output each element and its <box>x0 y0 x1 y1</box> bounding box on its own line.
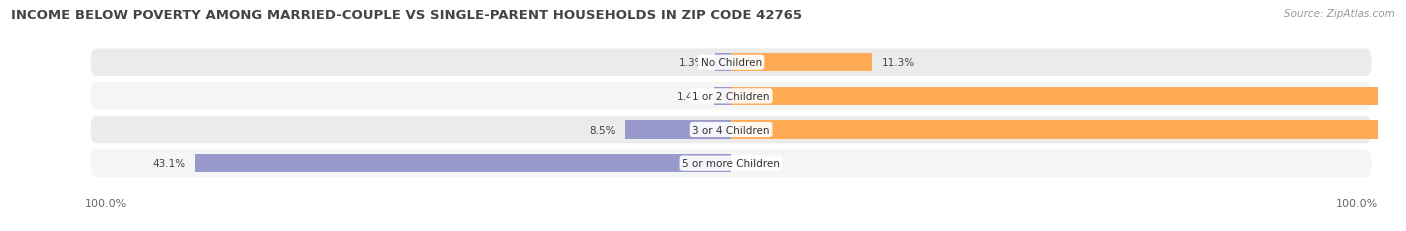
Text: Source: ZipAtlas.com: Source: ZipAtlas.com <box>1284 9 1395 19</box>
Text: 1 or 2 Children: 1 or 2 Children <box>692 91 770 101</box>
FancyBboxPatch shape <box>90 49 1372 77</box>
Bar <box>731 87 1406 106</box>
Text: 1.4%: 1.4% <box>678 91 704 101</box>
Text: 100.0%: 100.0% <box>1336 198 1378 208</box>
Text: 100.0%: 100.0% <box>84 198 127 208</box>
Text: 5 or more Children: 5 or more Children <box>682 158 780 168</box>
Text: 11.3%: 11.3% <box>882 58 915 68</box>
Text: 1.3%: 1.3% <box>679 58 704 68</box>
Bar <box>714 87 731 106</box>
Bar <box>716 54 731 72</box>
Bar <box>626 121 731 139</box>
Text: INCOME BELOW POVERTY AMONG MARRIED-COUPLE VS SINGLE-PARENT HOUSEHOLDS IN ZIP COD: INCOME BELOW POVERTY AMONG MARRIED-COUPL… <box>11 9 803 22</box>
Bar <box>195 154 731 173</box>
Text: No Children: No Children <box>700 58 762 68</box>
Text: 43.1%: 43.1% <box>152 158 186 168</box>
FancyBboxPatch shape <box>90 116 1372 144</box>
FancyBboxPatch shape <box>90 83 1372 110</box>
Bar <box>731 121 1406 139</box>
Text: 0.0%: 0.0% <box>741 158 768 168</box>
Text: 3 or 4 Children: 3 or 4 Children <box>692 125 770 135</box>
Bar <box>731 54 872 72</box>
Text: 8.5%: 8.5% <box>589 125 616 135</box>
FancyBboxPatch shape <box>90 150 1372 177</box>
